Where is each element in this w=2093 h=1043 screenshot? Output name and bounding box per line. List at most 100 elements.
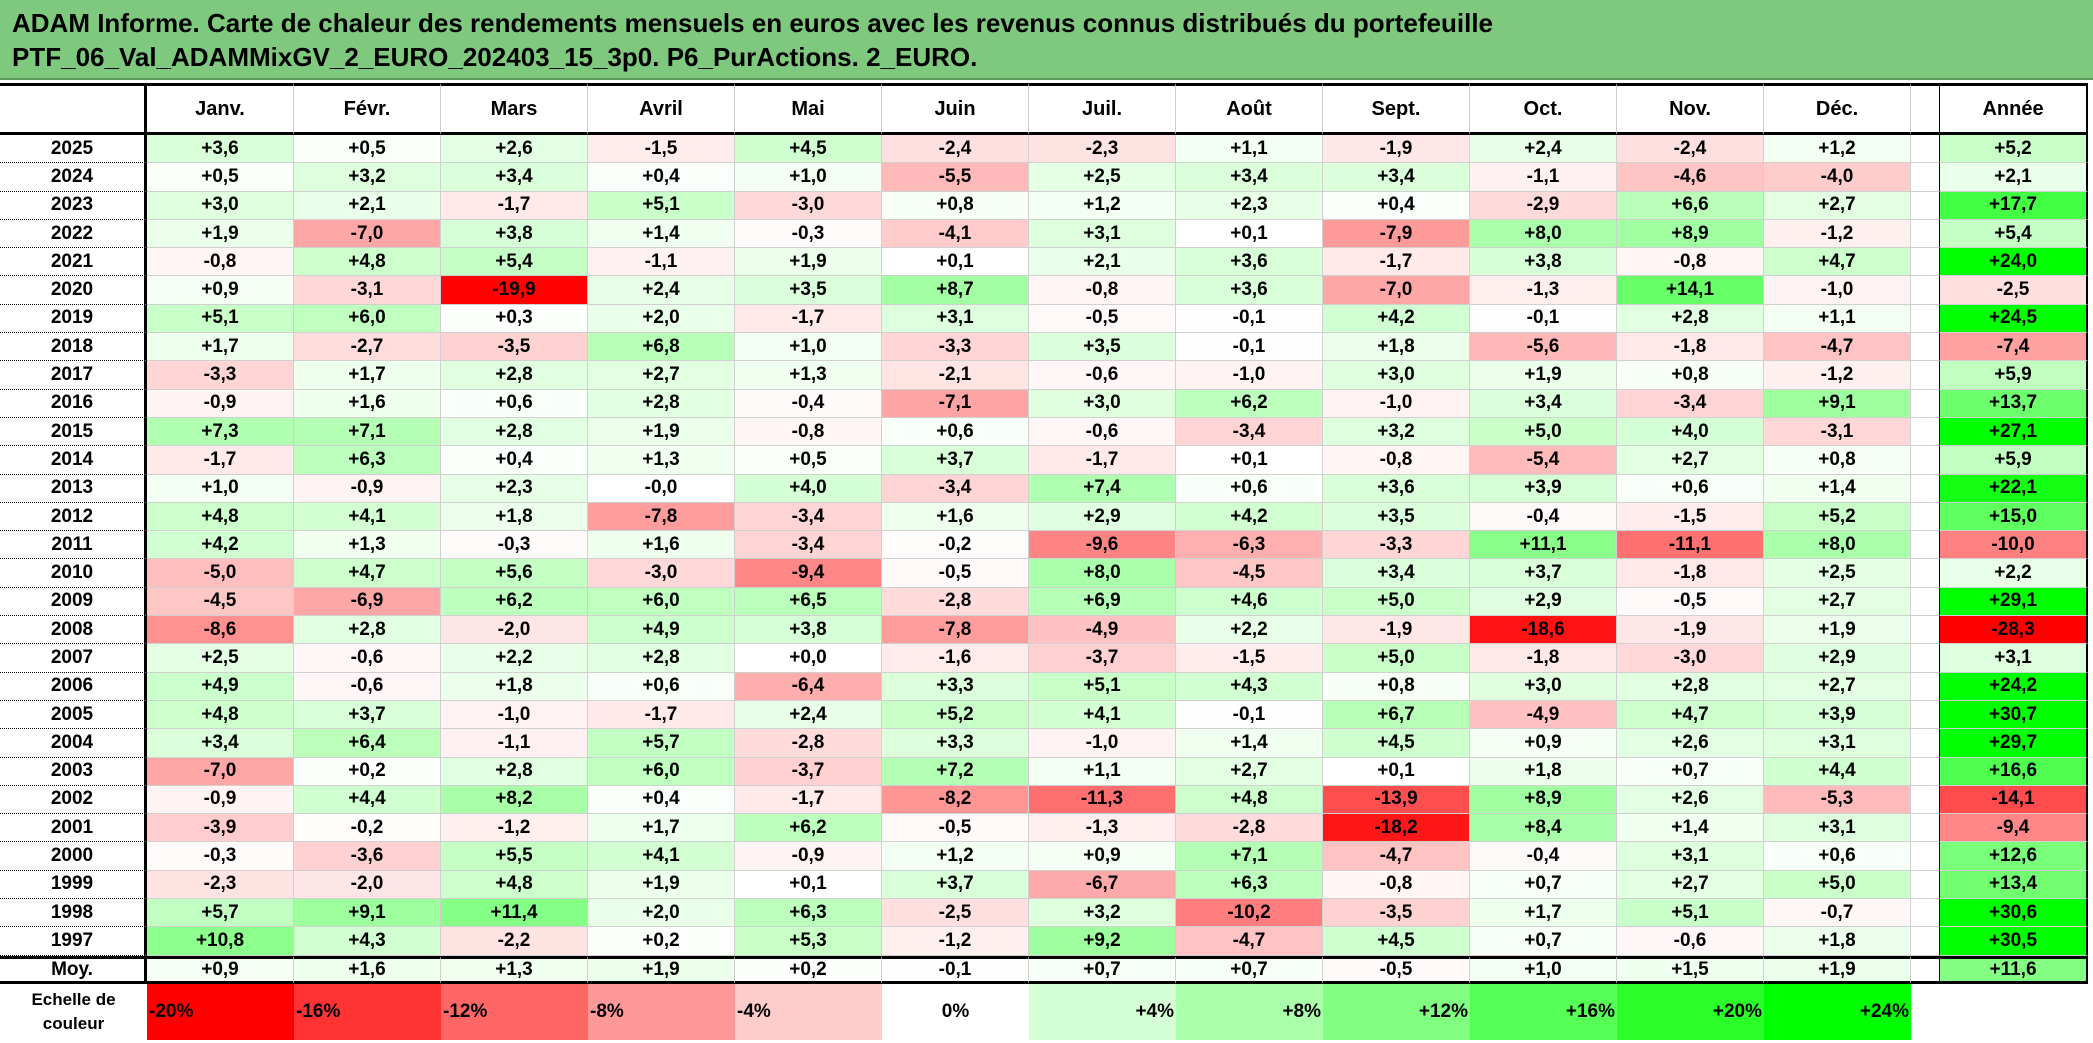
color-scale-row: Echelle de couleur -20% -16% -12% -8% -4% 0% +4%… [0,983,2088,1040]
year-total-cell: +15,0 [1940,502,2088,532]
year-row: 2021 -0,8 +4,8 +5,4 -1,1 +1,9 +0,1 +2,1 +3,6 -1,7… [0,248,2088,277]
color-scale-value: +8% [1282,1000,1321,1022]
year-total-cell: +24,0 [1940,248,2088,277]
heatmap-cell: -3,4 [1617,389,1764,418]
heatmap-cell: +2,4 [735,700,882,730]
year-total-cell: +5,9 [1940,361,2088,390]
heatmap-cell: +0,6 [1617,474,1764,503]
color-scale-swatch: +16% [1470,983,1617,1040]
heatmap-cell: +0,8 [1617,361,1764,390]
year-row: 2008 -8,6 +2,8 -2,0 +4,9 +3,8 -7,8 -4,9 +2,2 -1,9… [0,616,2088,645]
heatmap-cell: -1,6 [882,644,1029,673]
heatmap-cell: +11,4 [441,899,588,928]
column-gap [1911,870,1940,900]
heatmap-cell: -0,9 [147,785,294,815]
heatmap-cell: -1,2 [441,814,588,843]
heatmap-cell: +4,9 [588,616,735,645]
heatmap-cell: +1,6 [588,531,735,560]
year-row: 2019 +5,1 +6,0 +0,3 +2,0 -1,7 +3,1 -0,5 -0,1 +4,2… [0,304,2088,334]
heatmap-cell: -0,7 [1764,899,1911,928]
heatmap-cell: +0,9 [147,955,294,984]
heatmap-cell: +3,6 [1176,248,1323,277]
heatmap-cell: -2,8 [735,729,882,758]
row-label: 2019 [0,304,147,334]
heatmap-cell: +0,6 [882,417,1029,447]
heatmap-cell: +2,8 [294,616,441,645]
column-header: Déc. [1764,83,1911,135]
heatmap-cell: -4,5 [1176,559,1323,588]
heatmap-cell: +2,8 [441,757,588,786]
heatmap-cell: +2,1 [1029,248,1176,277]
heatmap-cell: +1,0 [1470,955,1617,984]
heatmap-cell: -0,5 [882,559,1029,588]
heatmap-cell: -7,0 [147,757,294,786]
heatmap-cell: -2,7 [294,333,441,362]
row-label: Moy. [0,955,147,984]
heatmap-cell: +3,9 [1470,474,1617,503]
heatmap-cell: +5,1 [588,191,735,220]
heatmap-cell: -0,6 [294,672,441,701]
column-gap [1911,135,1940,164]
heatmap-cell: +6,9 [1029,587,1176,617]
heatmap-cell: +4,2 [1323,304,1470,334]
heatmap-cell: +0,4 [588,785,735,815]
heatmap-cell: +1,4 [588,219,735,249]
year-row: 2020 +0,9 -3,1 -19,9 +2,4 +3,5 +8,7 -0,8 +3,6 -7,… [0,276,2088,305]
column-header: Mars [441,83,588,135]
heatmap-cell: -6,7 [1029,870,1176,900]
column-gap [1911,700,1940,730]
heatmap-cell: +6,8 [588,333,735,362]
heatmap-cell: -5,4 [1470,446,1617,475]
year-row: 1999 -2,3 -2,0 +4,8 +1,9 +0,1 +3,7 -6,7 +6,3 -0,8… [0,870,2088,900]
heatmap-cell: -0,6 [294,644,441,673]
heatmap-cell: -11,3 [1029,785,1176,815]
column-gap [1911,361,1940,390]
heatmap-cell: +2,2 [441,644,588,673]
heatmap-cell: -6,3 [1176,531,1323,560]
color-scale-swatch: -12% [441,983,588,1040]
heatmap-cell: -3,4 [735,531,882,560]
heatmap-cell: -1,7 [1029,446,1176,475]
heatmap-cell: -3,7 [1029,644,1176,673]
heatmap-cell: -6,4 [735,672,882,701]
heatmap-cell: +3,4 [1323,163,1470,192]
heatmap-cell: +0,9 [1029,842,1176,871]
year-row: 2024 +0,5 +3,2 +3,4 +0,4 +1,0 -5,5 +2,5 +3,4 +3,4… [0,163,2088,192]
heatmap-cell: -13,9 [1323,785,1470,815]
heatmap-cell: +1,6 [294,389,441,418]
column-gap [1911,842,1940,871]
heatmap-cell: +3,4 [1470,389,1617,418]
heatmap-cell: +1,1 [1176,135,1323,164]
row-label: 2018 [0,333,147,362]
header-corner [0,83,147,135]
column-header: Nov. [1617,83,1764,135]
row-label: 2022 [0,219,147,249]
row-label: 1999 [0,870,147,900]
heatmap-cell: -4,7 [1764,333,1911,362]
heatmap-cell: +3,6 [1323,474,1470,503]
heatmap-cell: +6,5 [735,587,882,617]
heatmap-cell: -3,9 [147,814,294,843]
color-scale-swatch: -4% [735,983,882,1040]
heatmap-cell: +1,9 [588,417,735,447]
heatmap-cell: -0,5 [882,814,1029,843]
row-label: 2005 [0,700,147,730]
color-scale-value: +12% [1418,1000,1468,1022]
heatmap-cell: -2,3 [1029,135,1176,164]
heatmap-cell: +1,7 [294,361,441,390]
row-label: 2016 [0,389,147,418]
color-scale-value: -12% [443,1000,488,1022]
heatmap-cell: +1,4 [1617,814,1764,843]
year-total-cell: +13,4 [1940,870,2088,900]
heatmap-cell: -0,1 [1176,700,1323,730]
column-gap [1911,616,1940,645]
year-total-cell: -14,1 [1940,785,2088,815]
row-label: 2008 [0,616,147,645]
heatmap-cell: +5,0 [1323,644,1470,673]
heatmap-cell: +3,2 [1029,899,1176,928]
heatmap-cell: +3,5 [1029,333,1176,362]
heatmap-cell: +6,2 [735,814,882,843]
heatmap-cell: +4,5 [1323,729,1470,758]
heatmap-cell: +1,7 [147,333,294,362]
column-header-year: Année [1940,83,2088,135]
